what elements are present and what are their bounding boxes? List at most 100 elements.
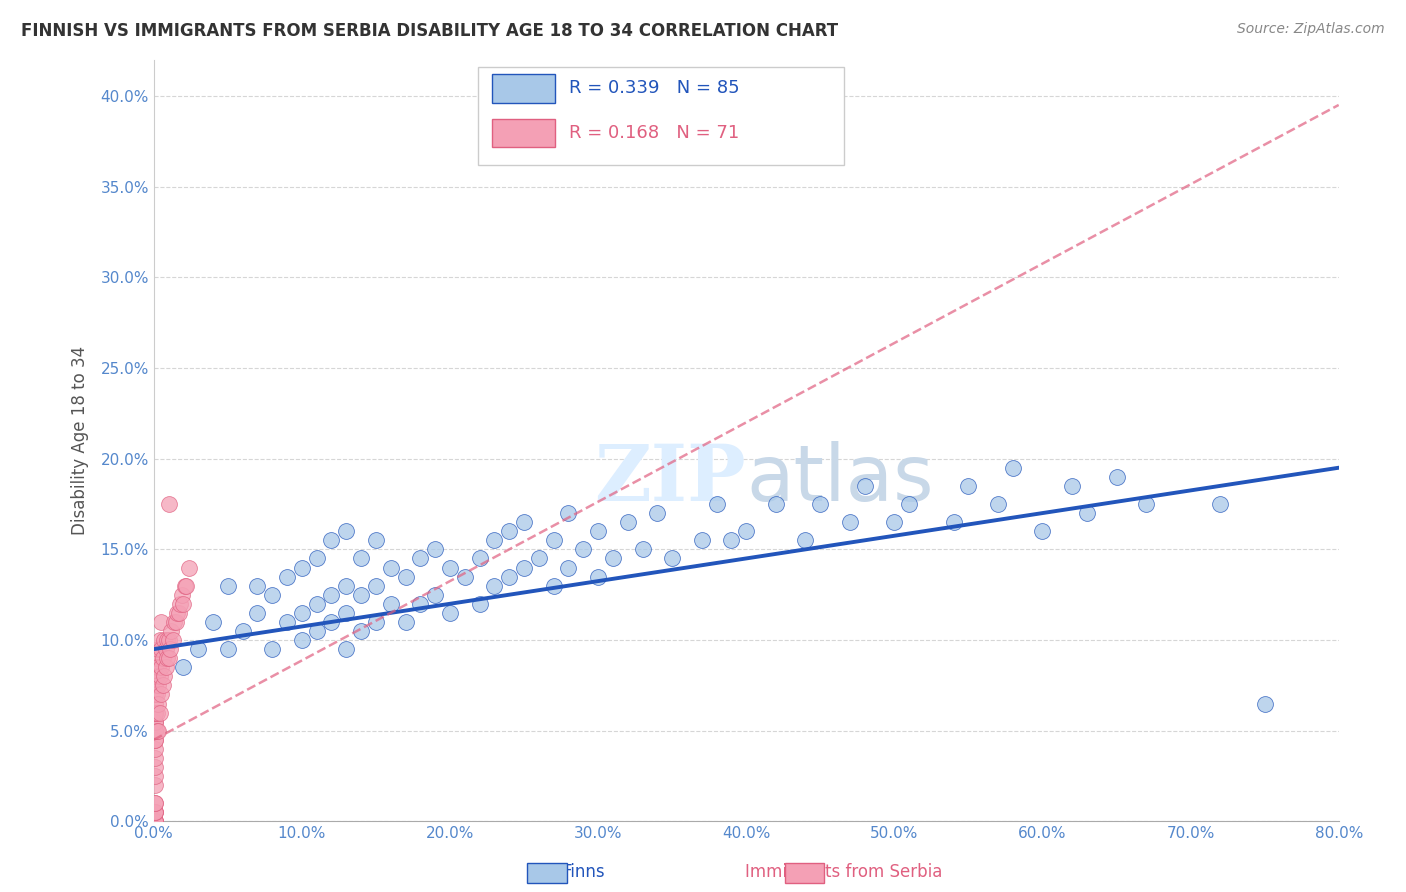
Point [853, 479, 876, 493]
Point [146, 678, 169, 692]
Point [409, 551, 432, 566]
Point [262, 642, 284, 657]
Point [146, 697, 169, 711]
Point [321, 588, 343, 602]
Point [364, 533, 387, 548]
Point [217, 642, 239, 657]
Point [143, 706, 166, 720]
Point [276, 615, 298, 629]
Point [143, 805, 166, 820]
Point [143, 660, 166, 674]
Point [143, 805, 166, 820]
Point [276, 569, 298, 583]
Point [143, 805, 166, 820]
Point [166, 606, 188, 620]
Point [143, 723, 166, 738]
Point [146, 660, 169, 674]
Point [143, 688, 166, 702]
Point [380, 597, 402, 611]
Point [513, 515, 536, 529]
Point [157, 651, 180, 665]
Point [153, 633, 176, 648]
Point [176, 579, 198, 593]
Text: Finns: Finns [562, 863, 605, 881]
Point [439, 606, 461, 620]
Point [765, 497, 787, 511]
Point [468, 551, 491, 566]
Point [143, 678, 166, 692]
Point [616, 515, 638, 529]
Point [883, 515, 905, 529]
Point [262, 588, 284, 602]
Point [572, 542, 595, 557]
Point [1001, 460, 1024, 475]
Point [145, 669, 167, 683]
Point [1209, 497, 1232, 511]
Point [1253, 697, 1275, 711]
Point [987, 497, 1010, 511]
Point [498, 524, 520, 539]
Point [172, 660, 194, 674]
Point [145, 723, 167, 738]
Point [513, 560, 536, 574]
Point [156, 651, 179, 665]
Point [498, 569, 520, 583]
Point [1060, 479, 1083, 493]
Point [246, 606, 269, 620]
Point [150, 615, 173, 629]
Point [201, 615, 224, 629]
Point [305, 551, 328, 566]
Point [335, 524, 357, 539]
Text: FINNISH VS IMMIGRANTS FROM SERBIA DISABILITY AGE 18 TO 34 CORRELATION CHART: FINNISH VS IMMIGRANTS FROM SERBIA DISABI… [21, 22, 838, 40]
Point [153, 669, 176, 683]
Point [543, 533, 565, 548]
Point [150, 642, 173, 657]
Point [706, 497, 728, 511]
Point [143, 778, 166, 792]
Point [321, 615, 343, 629]
Point [170, 588, 193, 602]
Point [380, 560, 402, 574]
Point [163, 615, 186, 629]
Point [364, 579, 387, 593]
Text: R = 0.339   N = 85: R = 0.339 N = 85 [569, 79, 740, 97]
Point [173, 579, 195, 593]
Point [217, 579, 239, 593]
Point [394, 615, 416, 629]
Point [145, 706, 167, 720]
Point [143, 669, 166, 683]
Point [557, 560, 579, 574]
Text: R = 0.168   N = 71: R = 0.168 N = 71 [569, 124, 740, 142]
Point [143, 714, 166, 729]
Point [321, 533, 343, 548]
Point [152, 651, 174, 665]
Point [143, 760, 166, 774]
Point [157, 633, 180, 648]
Point [143, 706, 166, 720]
Point [305, 597, 328, 611]
Point [484, 533, 506, 548]
Point [794, 533, 817, 548]
Point [143, 678, 166, 692]
Point [291, 560, 314, 574]
Point [661, 551, 683, 566]
Point [423, 542, 446, 557]
Point [364, 615, 387, 629]
Point [246, 579, 269, 593]
Point [159, 642, 181, 657]
Point [165, 615, 187, 629]
Point [232, 624, 254, 638]
Point [808, 497, 831, 511]
Point [454, 569, 477, 583]
Point [350, 624, 373, 638]
Point [143, 732, 166, 747]
Point [143, 669, 166, 683]
Point [468, 597, 491, 611]
Point [172, 597, 194, 611]
Point [394, 569, 416, 583]
Point [484, 579, 506, 593]
Point [720, 533, 742, 548]
Point [350, 551, 373, 566]
Point [143, 706, 166, 720]
Point [957, 479, 980, 493]
